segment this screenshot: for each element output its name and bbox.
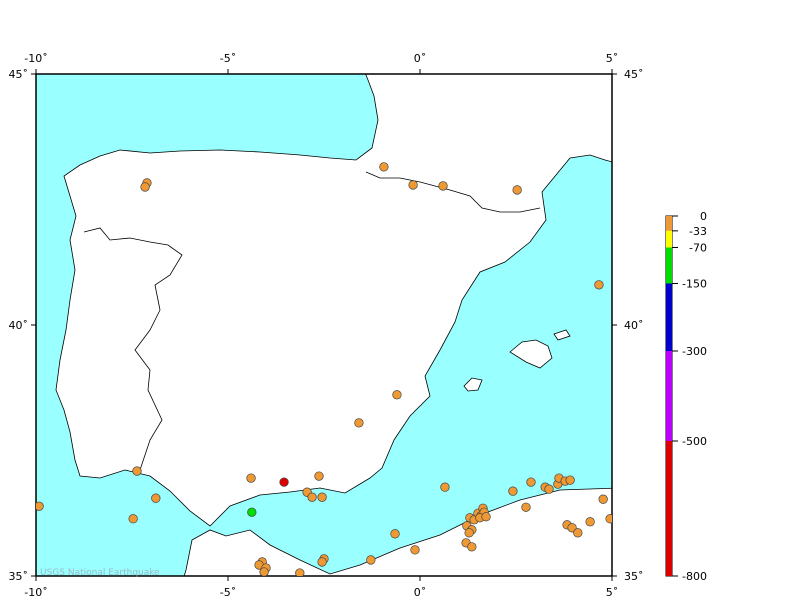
menorca [553,329,571,341]
y-tick-label: 45˚ [624,68,644,81]
earthquake [36,501,44,511]
earthquake [314,471,324,481]
colorbar-tick-label: -300 [682,345,707,358]
earthquake [481,512,491,522]
colorbar-tick-label: -70 [689,242,707,255]
earthquake [565,475,575,485]
colorbar-band [666,247,672,284]
earthquake [247,507,257,517]
y-tick-label: 45˚ [9,68,29,81]
france-border [365,171,541,213]
y-tick-label: 35˚ [624,570,644,583]
earthquake [132,466,142,476]
earthquake [440,482,450,492]
mallorca [509,339,553,369]
x-tick-label: -10˚ [24,52,47,65]
earthquake [317,557,327,567]
earthquake [379,162,389,172]
earthquake [512,185,522,195]
earthquake [410,545,420,555]
earthquake [594,280,604,290]
earthquake [151,493,161,503]
earthquake [246,473,256,483]
earthquake [544,484,554,494]
x-tick-label: -5˚ [220,586,236,599]
earthquake [317,492,327,502]
earthquake [390,529,400,539]
colorbar-band [666,230,672,248]
earthquake [307,492,317,502]
earthquake [354,418,364,428]
x-tick-label: -10˚ [24,586,47,599]
y-tick-label: 40˚ [624,319,644,332]
earthquake [259,567,269,576]
colorbar-band [666,441,672,576]
x-tick-label: 5˚ [606,52,619,65]
ibiza [463,377,483,392]
colorbar-tick-label: -33 [689,225,707,238]
colorbar-tick-label: -500 [682,435,707,448]
earthquake [295,568,305,576]
earthquake [438,181,448,191]
colorbar-band [666,351,672,441]
colorbar-tick-label: -800 [682,570,707,583]
earthquake [392,390,402,400]
earthquake [408,180,418,190]
colorbar-band [666,216,672,231]
earthquake [128,514,138,524]
earthquake [573,528,583,538]
colorbar-band [666,283,672,351]
africa [183,487,612,576]
earthquake [598,494,608,504]
earthquake [464,528,474,538]
watermark: USGS National Earthquake [40,568,160,578]
x-tick-label: 0˚ [414,52,427,65]
y-tick-label: 40˚ [9,319,29,332]
portugal-border [83,227,183,471]
earthquake [605,514,612,524]
earthquake [526,477,536,487]
earthquake [521,502,531,512]
colorbar-tick-label: 0 [700,210,707,223]
earthquake [508,486,518,496]
x-tick-label: 5˚ [606,586,619,599]
x-tick-label: 0˚ [414,586,427,599]
earthquake [467,542,477,552]
borders [83,171,541,471]
land [55,74,612,576]
earthquake [585,517,595,527]
earthquake [140,182,150,192]
earthquake [366,555,376,565]
y-tick-label: 35˚ [9,570,29,583]
colorbar-tick-label: -150 [682,278,707,291]
x-tick-label: -5˚ [220,52,236,65]
iberia-france [55,74,612,527]
earthquake [279,477,289,487]
